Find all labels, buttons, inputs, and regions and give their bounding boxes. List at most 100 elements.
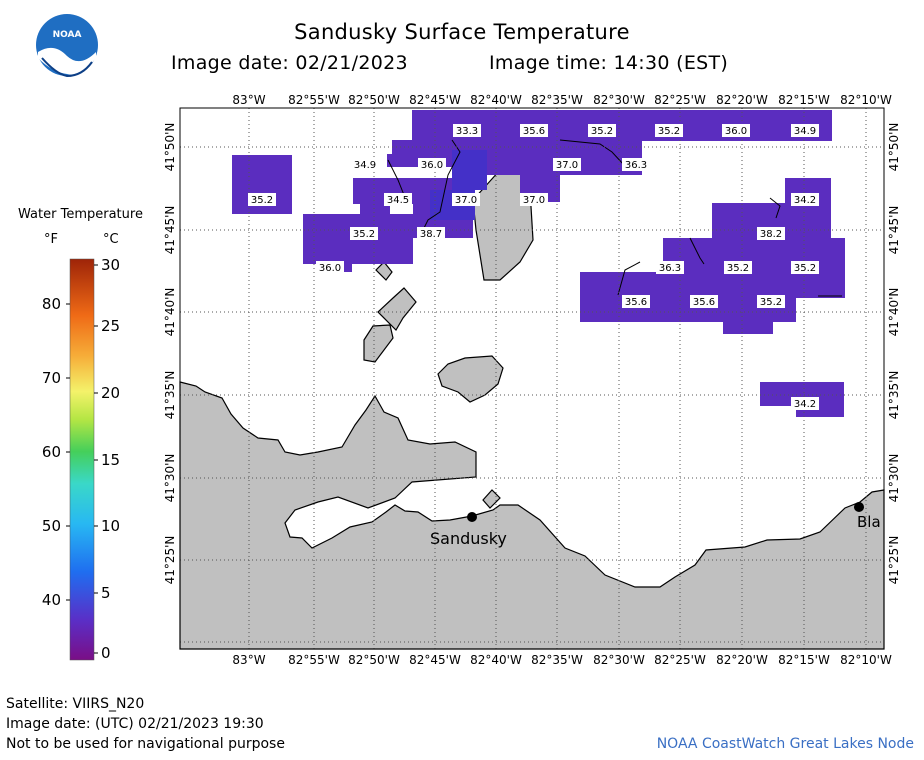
lon-label: 82°50'W xyxy=(348,653,400,667)
lon-label: 82°55'W xyxy=(288,653,340,667)
svg-text:36.3: 36.3 xyxy=(625,160,647,171)
image-time: Image time: 14:30 (EST) xyxy=(489,52,729,74)
lon-label: 82°15'W xyxy=(778,93,830,107)
city-marker xyxy=(854,502,864,512)
lat-label: 41°40'N xyxy=(887,288,901,337)
credit-text: NOAA CoastWatch Great Lakes Node xyxy=(656,736,914,752)
lat-label: 41°35'N xyxy=(887,371,901,420)
temp-label: 34.9 xyxy=(791,124,819,137)
f-tick: 60 xyxy=(42,443,61,461)
svg-text:36.0: 36.0 xyxy=(421,160,443,171)
svg-text:35.6: 35.6 xyxy=(523,126,545,137)
svg-text:37.0: 37.0 xyxy=(556,160,578,171)
temp-label: 34.5 xyxy=(384,193,412,206)
c-tick: 15 xyxy=(101,451,120,469)
svg-text:34.9: 34.9 xyxy=(354,160,376,171)
f-tick: 40 xyxy=(42,591,61,609)
temperature-map: 33.3 35.6 35.2 35.2 36.0 34.9 34.9 36.0 … xyxy=(163,93,901,667)
lat-label: 41°35'N xyxy=(163,371,177,420)
disclaimer: Not to be used for navigational purpose xyxy=(6,736,285,752)
svg-text:35.2: 35.2 xyxy=(591,126,613,137)
temp-label: 36.3 xyxy=(622,158,650,171)
lat-label: 41°30'N xyxy=(887,454,901,503)
legend-title: Water Temperature xyxy=(18,207,143,222)
temp-label: 35.6 xyxy=(690,295,718,308)
lat-label: 41°25'N xyxy=(887,536,901,585)
c-tick: 10 xyxy=(101,517,120,535)
lat-label: 41°45'N xyxy=(887,206,901,255)
lon-label: 82°45'W xyxy=(409,653,461,667)
temp-label: 35.2 xyxy=(724,261,752,274)
lon-label: 82°25'W xyxy=(654,93,706,107)
lon-label: 82°30'W xyxy=(593,93,645,107)
land-south-shore xyxy=(179,381,885,650)
svg-text:35.2: 35.2 xyxy=(251,195,273,206)
svg-text:36.0: 36.0 xyxy=(319,263,341,274)
lon-label: 82°20'W xyxy=(716,653,768,667)
c-tick: 30 xyxy=(101,256,120,274)
temp-label: 33.3 xyxy=(453,124,481,137)
temp-label: 37.0 xyxy=(553,158,581,171)
temp-label: 36.3 xyxy=(656,261,684,274)
lat-label: 41°45'N xyxy=(163,206,177,255)
place-label: Sandusky xyxy=(430,529,507,548)
svg-text:35.2: 35.2 xyxy=(658,126,680,137)
temp-label: 35.2 xyxy=(757,295,785,308)
lon-label: 82°15'W xyxy=(778,653,830,667)
temp-label: 36.0 xyxy=(316,261,344,274)
svg-text:35.2: 35.2 xyxy=(727,263,749,274)
temp-label: 36.0 xyxy=(722,124,750,137)
lon-label: 82°10'W xyxy=(840,653,892,667)
temp-label: 36.0 xyxy=(418,158,446,171)
temp-label: 35.6 xyxy=(622,295,650,308)
temp-label: 37.0 xyxy=(452,193,480,206)
f-tick: 80 xyxy=(42,295,61,313)
svg-text:38.2: 38.2 xyxy=(760,229,782,240)
lon-label: 82°25'W xyxy=(654,653,706,667)
svg-text:38.7: 38.7 xyxy=(420,229,442,240)
noaa-logo-icon: NOAA xyxy=(36,14,98,78)
lat-label: 41°25'N xyxy=(163,536,177,585)
svg-text:35.2: 35.2 xyxy=(353,229,375,240)
place-label: Bla xyxy=(857,513,881,531)
temp-label: 35.2 xyxy=(791,261,819,274)
c-tick: 20 xyxy=(101,384,120,402)
temp-label: 35.2 xyxy=(350,227,378,240)
c-tick: 5 xyxy=(101,584,111,602)
lon-label: 82°20'W xyxy=(716,93,768,107)
svg-text:36.0: 36.0 xyxy=(725,126,747,137)
temp-label: 34.2 xyxy=(791,193,819,206)
lon-label: 82°35'W xyxy=(531,653,583,667)
f-tick: 50 xyxy=(42,517,61,535)
svg-text:35.2: 35.2 xyxy=(794,263,816,274)
color-scale: 80 70 60 50 40 30 25 20 15 10 5 0 xyxy=(42,256,120,662)
svg-text:34.5: 34.5 xyxy=(387,195,409,206)
svg-text:37.0: 37.0 xyxy=(455,195,477,206)
svg-text:35.6: 35.6 xyxy=(693,297,715,308)
temp-label: 38.7 xyxy=(417,227,445,240)
unit-fahrenheit: °F xyxy=(44,232,58,247)
lat-label: 41°30'N xyxy=(163,454,177,503)
f-tick: 70 xyxy=(42,369,61,387)
temperature-pixels xyxy=(232,110,845,417)
lon-label: 83°W xyxy=(232,653,265,667)
map-title: Sandusky Surface Temperature xyxy=(294,20,630,44)
lon-label: 82°45'W xyxy=(409,93,461,107)
temp-label: 35.6 xyxy=(520,124,548,137)
logo-text: NOAA xyxy=(53,30,82,40)
lat-label: 41°40'N xyxy=(163,288,177,337)
lat-label: 41°50'N xyxy=(163,123,177,172)
svg-text:36.3: 36.3 xyxy=(659,263,681,274)
svg-text:35.2: 35.2 xyxy=(760,297,782,308)
temp-label: 35.2 xyxy=(655,124,683,137)
svg-text:37.0: 37.0 xyxy=(523,195,545,206)
temp-label: 34.2 xyxy=(791,397,819,410)
lon-label: 83°W xyxy=(232,93,265,107)
satellite-info: Satellite: VIIRS_N20 xyxy=(6,696,145,712)
lon-label: 82°35'W xyxy=(531,93,583,107)
temp-label: 38.2 xyxy=(757,227,785,240)
c-tick: 25 xyxy=(101,317,120,335)
svg-text:33.3: 33.3 xyxy=(456,126,478,137)
svg-text:34.2: 34.2 xyxy=(794,195,816,206)
lat-label: 41°50'N xyxy=(887,123,901,172)
